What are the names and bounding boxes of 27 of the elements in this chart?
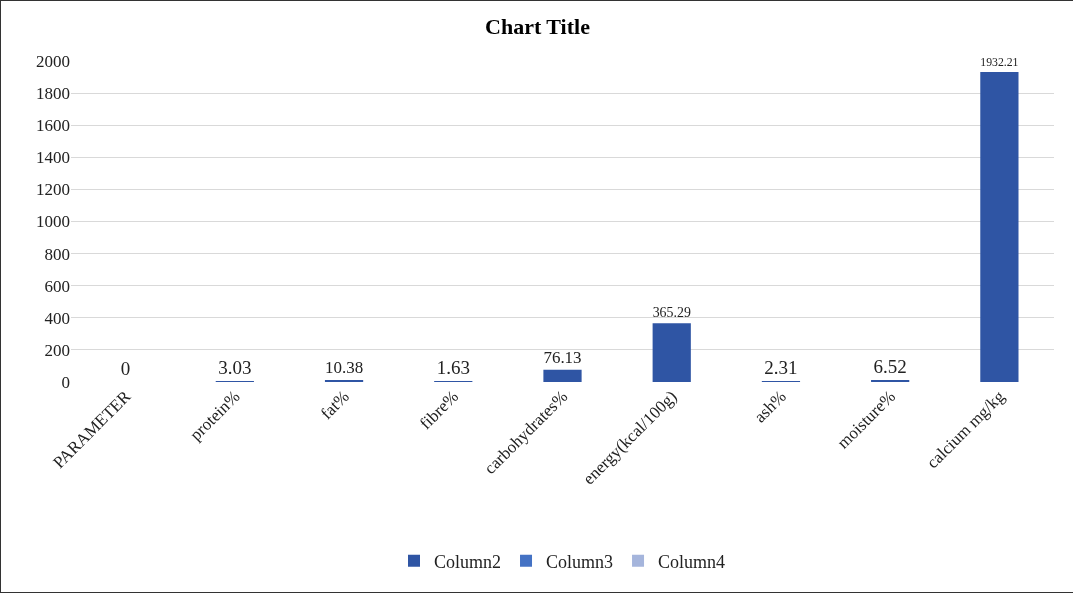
- legend-label: Column4: [658, 551, 726, 572]
- y-tick-label: 1600: [36, 116, 70, 136]
- bar: [543, 369, 582, 382]
- y-tick-label: 600: [44, 276, 70, 296]
- data-label: 0: [120, 358, 131, 379]
- y-tick-label: 400: [44, 308, 70, 328]
- y-tick-label: 200: [44, 340, 70, 360]
- y-tick-label: 800: [44, 244, 70, 264]
- data-label: 3.03: [218, 357, 252, 378]
- data-label: 2.31: [764, 357, 798, 378]
- bar: [980, 71, 1019, 382]
- chart-title: Chart Title: [485, 14, 591, 40]
- bar: [652, 323, 691, 382]
- y-tick-label: 2000: [36, 51, 70, 71]
- y-tick-label: 1800: [36, 84, 70, 104]
- data-label: 76.13: [543, 348, 582, 368]
- legend-label: Column3: [546, 551, 614, 572]
- data-label: 365.29: [652, 305, 691, 321]
- data-label: 1.63: [436, 357, 470, 378]
- data-label: 6.52: [873, 356, 907, 377]
- legend-label: Column2: [434, 551, 502, 572]
- y-tick-label: 1000: [36, 212, 70, 232]
- data-label: 1932.21: [980, 56, 1019, 70]
- y-tick-label: 1400: [36, 148, 70, 168]
- y-tick-label: 1200: [36, 180, 70, 200]
- data-label: 10.38: [324, 358, 364, 378]
- y-tick-label: 0: [61, 372, 70, 392]
